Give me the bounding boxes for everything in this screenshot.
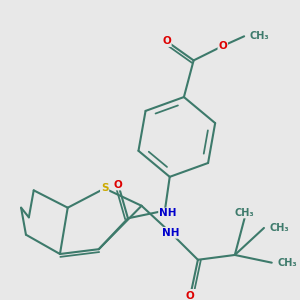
- Text: O: O: [218, 41, 227, 51]
- Text: CH₃: CH₃: [270, 223, 290, 233]
- Text: CH₃: CH₃: [235, 208, 254, 218]
- Text: O: O: [162, 36, 171, 46]
- Text: NH: NH: [159, 208, 176, 218]
- Text: CH₃: CH₃: [250, 31, 270, 41]
- Text: S: S: [101, 183, 108, 194]
- Text: NH: NH: [162, 228, 179, 238]
- Text: O: O: [114, 180, 123, 190]
- Text: O: O: [186, 291, 194, 300]
- Text: CH₃: CH₃: [278, 258, 297, 268]
